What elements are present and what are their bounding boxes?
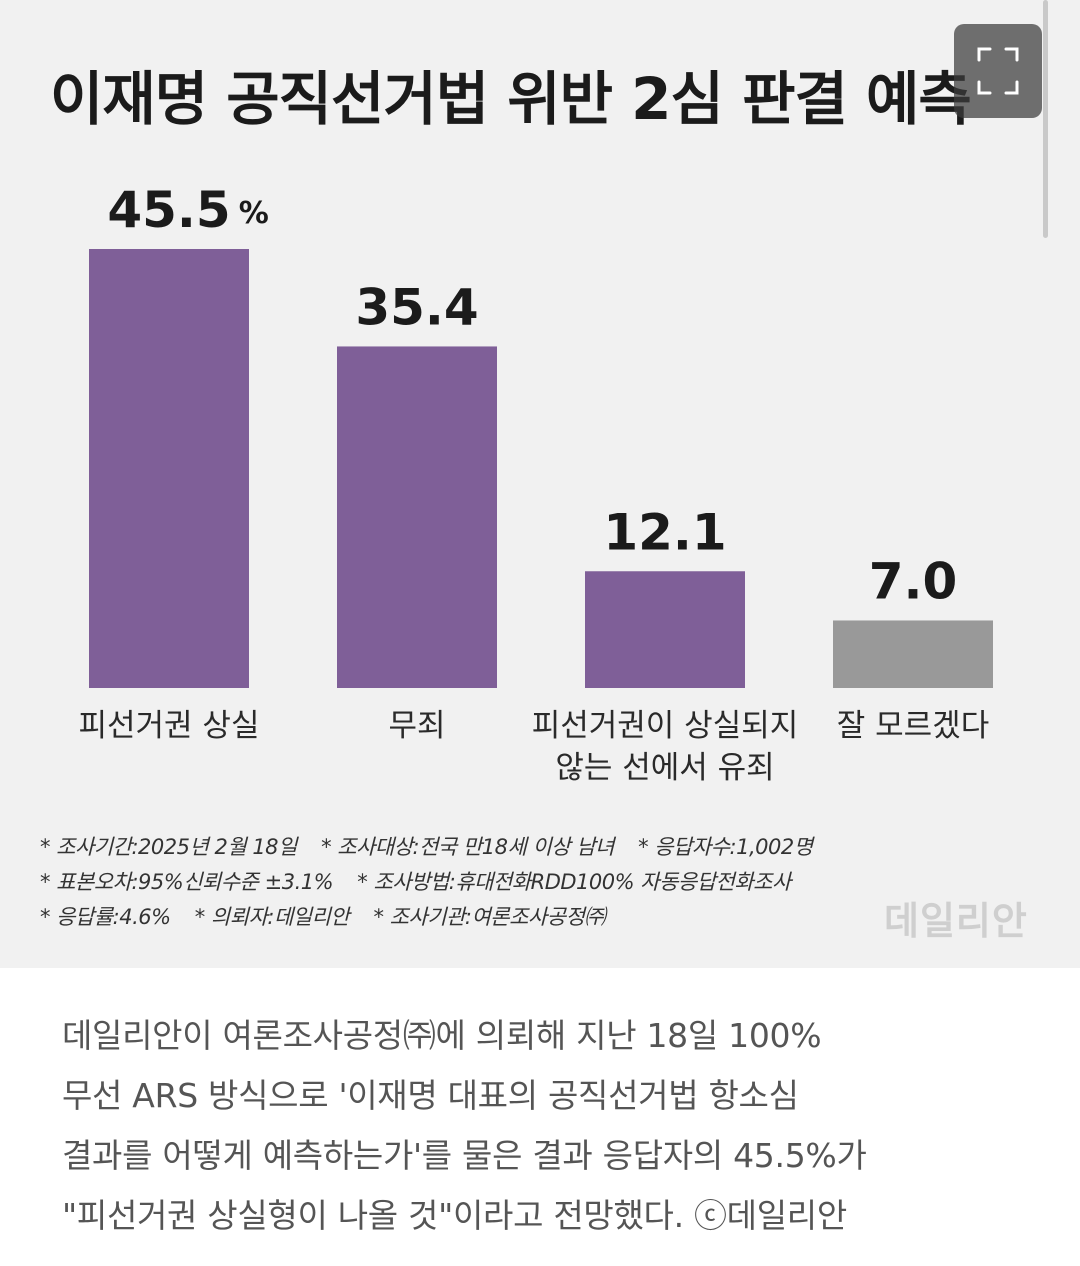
- footnote-item: * 표본오차:95%신뢰수준 ±3.1%: [40, 870, 334, 894]
- bar: [337, 346, 497, 688]
- article-line: "피선거권 상실형이 나올 것"이라고 전망했다. ⓒ데일리안: [62, 1196, 847, 1235]
- category-label: 무죄: [388, 708, 445, 744]
- footnote-item: * 조사방법:휴대전화RDD100% 자동응답전화조사: [357, 870, 791, 894]
- data-label: 7.0: [869, 552, 958, 610]
- footnote-line: * 조사기간:2025년 2월 18일 * 조사대상:전국 만18세 이상 남녀…: [40, 830, 940, 865]
- footnote-item: * 의뢰자:데일리안: [194, 905, 350, 929]
- footnote-item: * 조사기간:2025년 2월 18일: [40, 835, 297, 859]
- article-body: 데일리안이 여론조사공정㈜에 의뢰해 지난 18일 100% 무선 ARS 방식…: [62, 1006, 1022, 1246]
- footnote-line: * 응답률:4.6% * 의뢰자:데일리안 * 조사기관:여론조사공정㈜: [40, 900, 940, 935]
- footnote-item: * 응답률:4.6%: [40, 905, 171, 929]
- article-line: 결과를 어떻게 예측하는가'를 물은 결과 응답자의 45.5%가: [62, 1136, 867, 1175]
- survey-footnotes: * 조사기간:2025년 2월 18일 * 조사대상:전국 만18세 이상 남녀…: [40, 830, 940, 935]
- expand-icon: [977, 47, 1019, 95]
- footnote-item: * 응답자수:1,002명: [638, 835, 813, 859]
- category-label: 피선거권이 상실되지: [532, 708, 799, 744]
- footnote-item: * 조사기관:여론조사공정㈜: [373, 905, 605, 929]
- data-label: 12.1: [603, 503, 726, 561]
- chart-figure: 이재명 공직선거법 위반 2심 판결 예측 45.5% 피선거권 상실 35.4 무죄…: [0, 0, 1080, 968]
- scrollbar-thumb[interactable]: [1043, 0, 1048, 238]
- bar: [585, 571, 745, 688]
- bar: [89, 249, 249, 688]
- unit-label: %: [239, 196, 269, 231]
- category-label: 피선거권 상실: [79, 708, 260, 744]
- chart-title: 이재명 공직선거법 위반 2심 판결 예측: [50, 65, 972, 133]
- article-line: 데일리안이 여론조사공정㈜에 의뢰해 지난 18일 100%: [62, 1016, 822, 1055]
- bar: [833, 620, 993, 688]
- category-label: 않는 선에서 유죄: [555, 750, 774, 786]
- data-label: 35.4: [355, 278, 478, 336]
- data-label: 45.5: [107, 181, 230, 239]
- category-label: 잘 모르겠다: [837, 708, 989, 744]
- expand-button[interactable]: [954, 24, 1042, 118]
- footnote-item: * 조사대상:전국 만18세 이상 남녀: [321, 835, 614, 859]
- dailian-watermark: 데일리안: [884, 899, 1028, 943]
- article-line: 무선 ARS 방식으로 '이재명 대표의 공직선거법 항소심: [62, 1076, 799, 1115]
- footnote-line: * 표본오차:95%신뢰수준 ±3.1% * 조사방법:휴대전화RDD100% …: [40, 865, 940, 900]
